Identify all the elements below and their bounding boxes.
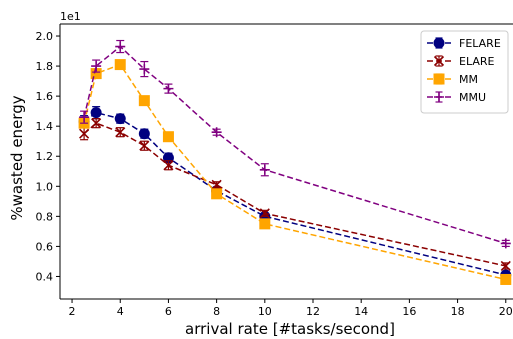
legend-item-felare: FELARE: [427, 37, 501, 50]
y-tick-label: 1.8: [36, 60, 54, 73]
x-tick-label: 8: [213, 305, 220, 318]
legend-item-mmu: MMU: [427, 91, 486, 104]
x-axis-label: arrival rate [#tasks/second]: [185, 320, 395, 338]
data-point-mmu: [163, 83, 174, 94]
legend-label-mm: MM: [459, 73, 478, 86]
data-point-mmu: [91, 61, 102, 72]
data-point-elare: [79, 128, 90, 139]
data-point-elare: [139, 140, 150, 151]
x-tick-label: 16: [402, 305, 416, 318]
data-point-mmu: [115, 41, 126, 52]
y-tick-label: 0.8: [36, 210, 54, 223]
data-point-mmu: [79, 112, 90, 123]
data-point-mmu: [259, 164, 270, 175]
y-tick-label: 0.6: [36, 240, 54, 253]
plot-area: [59, 23, 513, 300]
legend-marker-felare: [433, 37, 445, 49]
x-tick-label: 20: [499, 305, 513, 318]
y-axis-label: %wasted energy: [8, 95, 26, 220]
y-tick-label: 0.4: [36, 270, 54, 283]
data-point-mmu: [139, 64, 150, 75]
y-tick-label: 2.0: [36, 30, 54, 43]
series-line-elare: [83, 122, 506, 267]
series-line-mmu: [83, 45, 506, 245]
data-point-mm: [114, 59, 126, 71]
data-point-elare: [163, 160, 174, 171]
x-tick-label: 4: [117, 305, 124, 318]
y-tick-label: 1.2: [36, 150, 54, 163]
data-point-felare: [138, 128, 150, 140]
data-point-mm: [90, 68, 102, 80]
legend-box: [420, 30, 509, 114]
legend-marker-elare: [433, 55, 445, 67]
y-axis-ticks: 0.4 0.6 0.8 1.0 1.2 1.4 1.6 1.8 2.0: [36, 30, 60, 283]
y-tick-label: 1.6: [36, 90, 54, 103]
data-point-elare: [115, 127, 126, 138]
data-point-felare: [90, 107, 102, 119]
data-point-elare: [91, 118, 102, 129]
y-tick-label: 1.0: [36, 180, 54, 193]
data-point-elare: [259, 208, 270, 219]
legend-marker-mm: [433, 73, 445, 85]
x-tick-label: 10: [258, 305, 272, 318]
x-tick-label: 14: [354, 305, 368, 318]
x-tick-label: 18: [451, 305, 465, 318]
data-point-mm: [211, 188, 223, 200]
legend-label-elare: ELARE: [459, 55, 494, 68]
x-tick-label: 6: [165, 305, 172, 318]
data-point-elare: [500, 260, 511, 272]
legend-marker-mmu: [434, 92, 444, 102]
series-mmu: [79, 39, 511, 249]
legend-label-mmu: MMU: [459, 91, 486, 104]
x-axis-ticks: 2 4 6 8 10 12 14 16 18 20: [69, 299, 513, 318]
legend: FELARE ELARE MM MMU: [420, 30, 509, 114]
y-tick-label: 1.4: [36, 120, 54, 133]
x-tick-label: 12: [306, 305, 320, 318]
x-tick-label: 2: [69, 305, 76, 318]
series-elare: [79, 118, 511, 272]
data-point-mm: [138, 95, 150, 107]
data-point-felare: [114, 113, 126, 125]
data-point-mm: [162, 131, 174, 143]
data-point-mmu: [500, 238, 511, 249]
series-felare: [78, 106, 512, 281]
y-offset-label: 1e1: [60, 10, 81, 23]
data-point-mmu: [211, 127, 222, 138]
data-point-mm: [500, 273, 512, 285]
legend-item-mm: MM: [427, 73, 478, 86]
data-point-mm: [259, 218, 271, 230]
legend-item-elare: ELARE: [427, 55, 494, 68]
data-point-elare: [211, 179, 222, 190]
legend-label-felare: FELARE: [459, 37, 501, 50]
